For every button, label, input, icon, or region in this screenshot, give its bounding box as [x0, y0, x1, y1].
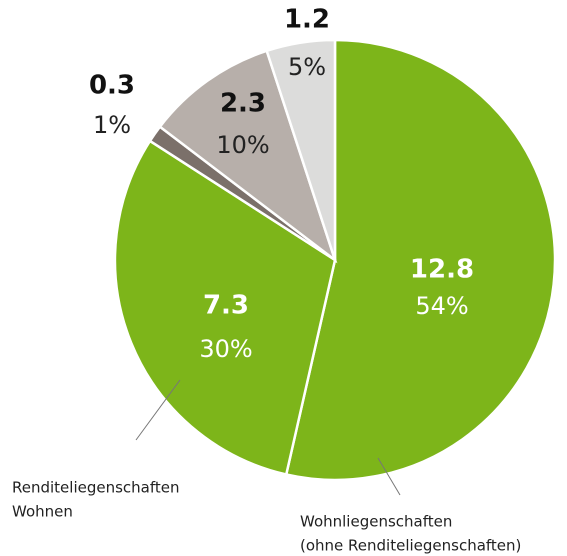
percent-label: 1% [93, 111, 131, 139]
category-label: Wohnliegenschaften [300, 513, 452, 531]
value-label: 12.8 [410, 255, 474, 285]
pie-slice [284, 38, 557, 482]
percent-label: 10% [216, 131, 269, 159]
percent-label: 5% [288, 53, 326, 81]
leader-line [377, 457, 401, 496]
value-label: 7.3 [203, 291, 249, 321]
leader-line [135, 379, 181, 441]
value-label: 0.3 [89, 71, 135, 101]
category-label: (ohne Renditeliegenschaften) [300, 537, 521, 555]
value-label: 2.3 [220, 89, 266, 119]
pie-slice [158, 49, 338, 264]
pie-slice [265, 38, 337, 261]
category-label: Wohnen [12, 503, 73, 521]
percent-label: 30% [199, 335, 252, 363]
category-label: Renditeliegenschaften [12, 479, 180, 497]
value-label: 1.2 [284, 5, 330, 35]
pie-slice [113, 139, 337, 477]
percent-label: 54% [415, 292, 468, 320]
